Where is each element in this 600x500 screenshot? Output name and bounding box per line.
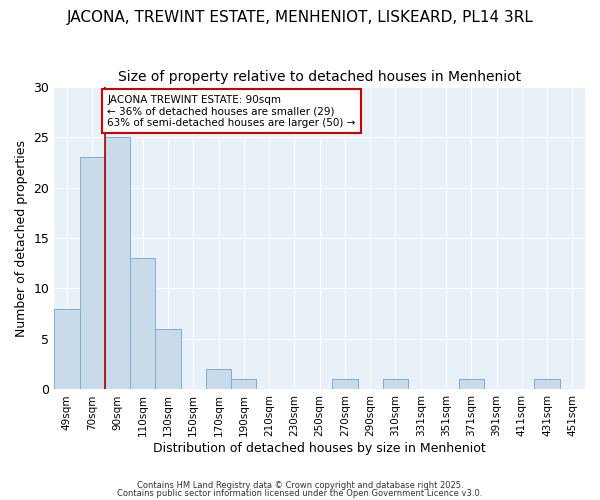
Bar <box>130 258 155 390</box>
Bar <box>54 308 80 390</box>
Bar <box>80 157 105 390</box>
Bar <box>535 380 560 390</box>
Text: Contains HM Land Registry data © Crown copyright and database right 2025.: Contains HM Land Registry data © Crown c… <box>137 481 463 490</box>
Text: JACONA TREWINT ESTATE: 90sqm
← 36% of detached houses are smaller (29)
63% of se: JACONA TREWINT ESTATE: 90sqm ← 36% of de… <box>107 94 356 128</box>
Text: JACONA, TREWINT ESTATE, MENHENIOT, LISKEARD, PL14 3RL: JACONA, TREWINT ESTATE, MENHENIOT, LISKE… <box>67 10 533 25</box>
Bar <box>458 380 484 390</box>
Y-axis label: Number of detached properties: Number of detached properties <box>15 140 28 336</box>
Bar <box>105 137 130 390</box>
X-axis label: Distribution of detached houses by size in Menheniot: Distribution of detached houses by size … <box>153 442 486 455</box>
Text: Contains public sector information licensed under the Open Government Licence v3: Contains public sector information licen… <box>118 488 482 498</box>
Bar <box>155 329 181 390</box>
Bar <box>231 380 256 390</box>
Bar <box>383 380 408 390</box>
Title: Size of property relative to detached houses in Menheniot: Size of property relative to detached ho… <box>118 70 521 84</box>
Bar <box>206 370 231 390</box>
Bar <box>332 380 358 390</box>
